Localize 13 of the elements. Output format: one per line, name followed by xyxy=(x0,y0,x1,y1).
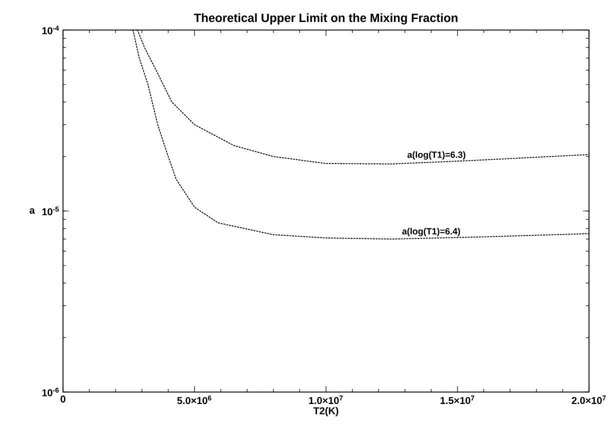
annotation: a(log(T1)=6.4) xyxy=(402,228,460,236)
annotation: a(log(T1)=6.3) xyxy=(407,151,466,160)
y-axis-title: a xyxy=(30,208,35,214)
x-tick-label: 5.0×10$^{6}$ xyxy=(177,396,212,404)
x-tick-label: 1.5×10$^{7}$ xyxy=(440,396,474,404)
chart-title: Theoretical Upper Limit on the Mixing Fraction xyxy=(194,13,458,24)
y-tick-label: 10$^{-6}$ xyxy=(42,388,59,396)
x-tick-label: 0 xyxy=(60,396,66,403)
x-tick-label: 1.0×10$^{7}$ xyxy=(309,396,343,404)
y-tick-label: 10$^{-4}$ xyxy=(42,26,59,34)
x-tick-label: 2.0×10$^{7}$ xyxy=(572,396,606,404)
x-axis-title: T2(K) xyxy=(313,406,338,416)
y-tick-label: 10$^{-5}$ xyxy=(42,206,59,216)
